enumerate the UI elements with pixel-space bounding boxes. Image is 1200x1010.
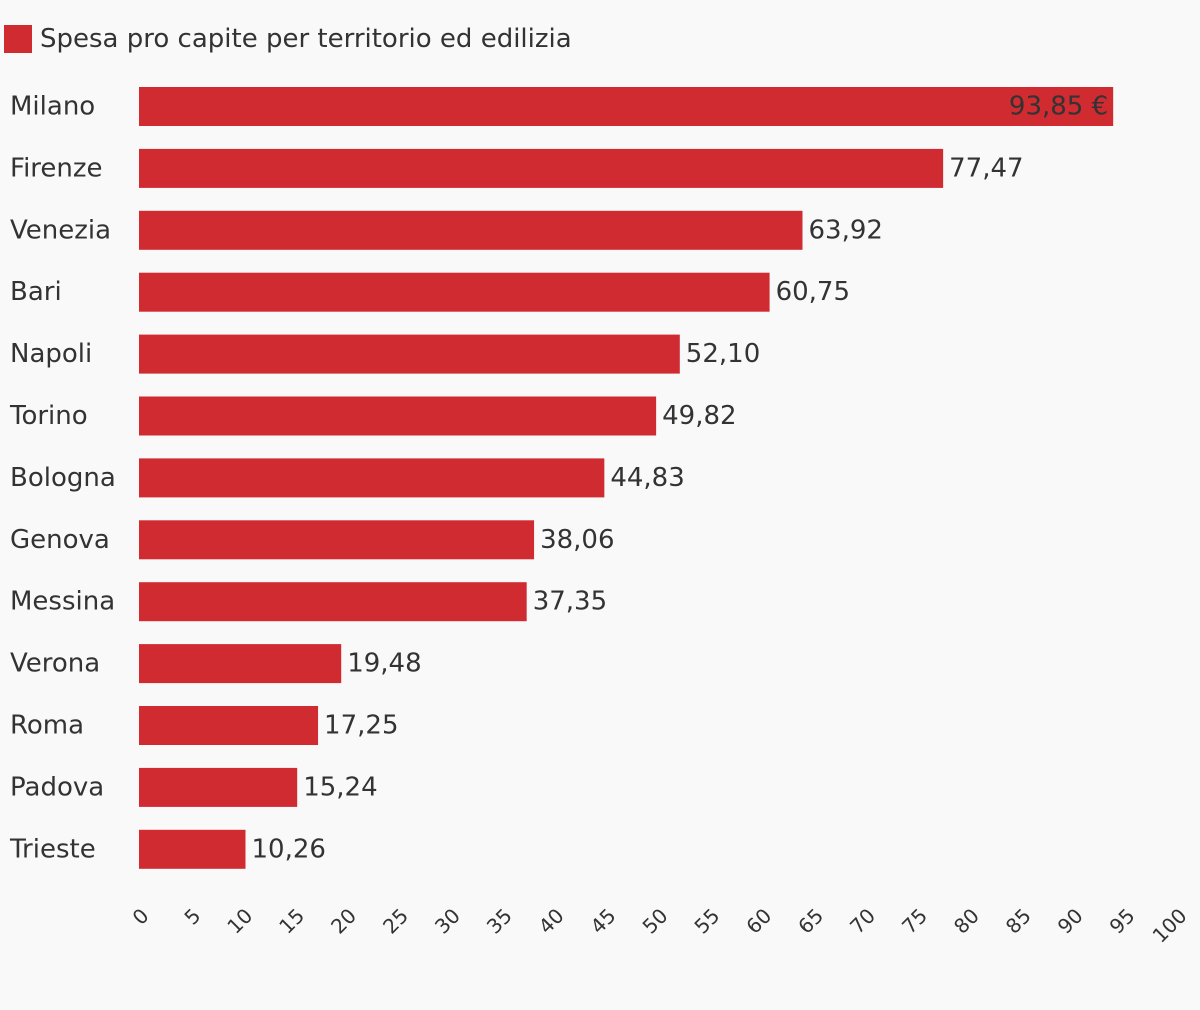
x-tick-label: 100 — [1148, 904, 1192, 948]
category-label: Bari — [10, 277, 62, 307]
x-tick-label: 30 — [430, 904, 465, 939]
bar — [139, 582, 527, 622]
bar — [139, 87, 1114, 126]
x-tick-label: 45 — [586, 904, 621, 939]
bar — [139, 458, 605, 498]
x-tick-label: 50 — [638, 904, 673, 939]
x-tick-label: 60 — [741, 904, 776, 939]
legend-swatch — [4, 25, 32, 53]
x-tick-label: 15 — [274, 904, 309, 939]
data-label: 15,24 — [303, 772, 377, 802]
bar — [139, 767, 298, 807]
category-label: Venezia — [10, 215, 111, 245]
x-tick-label: 80 — [949, 904, 984, 939]
data-label: 60,75 — [776, 277, 850, 307]
x-tick-label: 20 — [326, 904, 361, 939]
bar — [139, 706, 319, 745]
x-tick-label: 85 — [1001, 904, 1036, 939]
data-label: 52,10 — [686, 339, 760, 369]
x-tick-label: 40 — [534, 904, 569, 939]
x-tick-label: 10 — [222, 904, 257, 939]
category-label: Napoli — [10, 339, 92, 369]
bar — [139, 334, 680, 374]
category-label: Verona — [10, 649, 100, 679]
category-label: Roma — [10, 711, 84, 741]
bar — [139, 210, 803, 250]
legend: Spesa pro capite per territorio ed edili… — [4, 24, 572, 54]
data-label: 17,25 — [324, 711, 398, 741]
bar — [139, 644, 342, 684]
data-label: 10,26 — [251, 834, 325, 864]
x-tick-label: 70 — [845, 904, 880, 939]
data-label: 49,82 — [662, 401, 736, 431]
category-label: Genova — [10, 525, 110, 555]
bar — [139, 396, 657, 436]
bar — [139, 148, 944, 188]
x-tick-label: 0 — [128, 904, 154, 930]
x-tick-label: 35 — [482, 904, 517, 939]
x-tick-label: 95 — [1105, 904, 1140, 939]
x-tick-label: 90 — [1053, 904, 1088, 939]
x-tick-label: 25 — [378, 904, 413, 939]
x-tick-label: 55 — [689, 904, 724, 939]
data-label: 63,92 — [808, 215, 882, 245]
bar — [139, 829, 246, 869]
category-label: Messina — [10, 587, 115, 617]
x-tick-label: 65 — [793, 904, 828, 939]
data-label: 37,35 — [533, 587, 607, 617]
category-label: Trieste — [9, 834, 96, 864]
bar — [139, 272, 770, 312]
data-label: 44,83 — [610, 463, 684, 493]
data-label: 77,47 — [949, 153, 1023, 183]
legend-label: Spesa pro capite per territorio ed edili… — [40, 24, 572, 54]
x-tick-label: 75 — [897, 904, 932, 939]
category-label: Bologna — [10, 463, 116, 493]
category-label: Milano — [10, 92, 95, 122]
bar — [139, 520, 535, 560]
category-label: Padova — [10, 772, 104, 802]
category-label: Firenze — [10, 153, 103, 183]
data-label: 93,85 € — [1009, 92, 1108, 122]
data-label: 19,48 — [347, 649, 421, 679]
category-label: Torino — [9, 401, 88, 431]
data-label: 38,06 — [540, 525, 614, 555]
x-tick-label: 5 — [179, 904, 205, 930]
